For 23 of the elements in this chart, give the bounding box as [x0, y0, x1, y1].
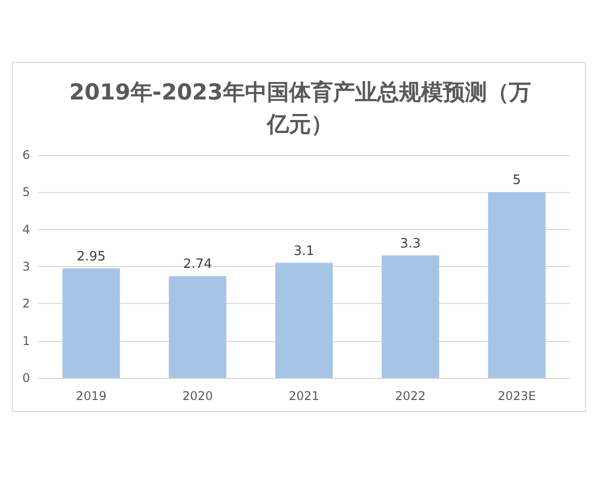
bar [382, 255, 440, 378]
y-tick-label: 0 [22, 371, 30, 385]
y-tick-label: 5 [22, 185, 30, 200]
bar [62, 268, 120, 378]
chart-title: 2019年-2023年中国体育产业总规模预测（万亿元） [69, 80, 531, 138]
x-tick-label: 2021 [288, 389, 320, 403]
data-label: 3.3 [400, 236, 421, 252]
data-label: 2.74 [183, 257, 212, 272]
bar [168, 276, 226, 378]
data-label: 5 [512, 173, 521, 188]
y-tick-label: 1 [22, 334, 30, 348]
bar [488, 192, 546, 378]
x-tick-label: 2020 [182, 389, 213, 403]
y-tick-label: 2 [22, 296, 30, 311]
x-tick-label: 2022 [395, 389, 426, 403]
x-tick-label: 2019 [76, 389, 106, 403]
y-tick-label: 3 [22, 260, 30, 274]
data-label: 2.95 [76, 249, 106, 264]
x-tick-label: 2023E [498, 389, 536, 403]
bar [275, 262, 333, 378]
data-label: 3.1 [294, 244, 314, 259]
y-tick-label: 6 [22, 148, 30, 162]
y-tick-label: 4 [22, 222, 30, 236]
